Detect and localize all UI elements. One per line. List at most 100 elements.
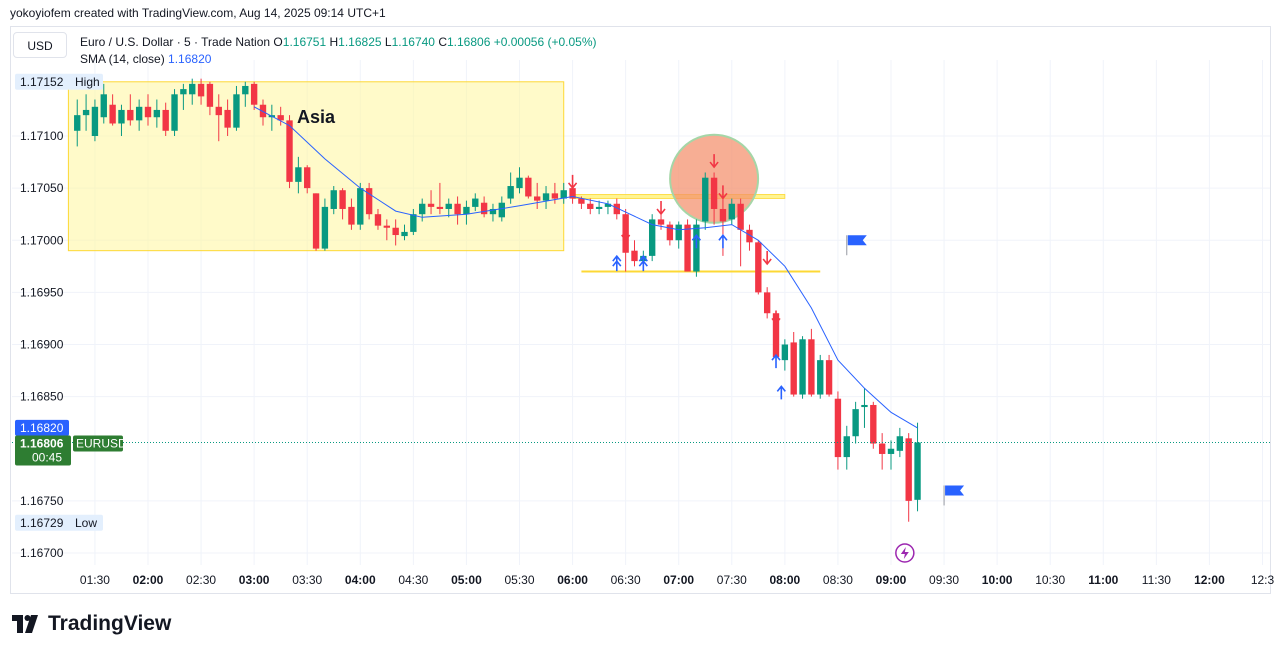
symbol-description[interactable]: Euro / U.S. Dollar · 5 · Trade Nation (80, 35, 271, 49)
time-tick-label: 11:00 (1088, 573, 1118, 587)
time-tick-label: 02:00 (133, 573, 164, 587)
currency-button[interactable]: USD (13, 32, 67, 58)
candle-body (383, 225, 391, 228)
candle (702, 172, 709, 230)
time-tick-label: 06:00 (557, 573, 588, 587)
candle (728, 198, 735, 225)
candle-body (321, 206, 329, 249)
candle (321, 198, 329, 251)
time-tick-label: 07:00 (663, 573, 694, 587)
candle-body (215, 106, 222, 116)
time-tick-label: 05:00 (451, 573, 482, 587)
candle-body (127, 109, 134, 121)
candle-body (463, 206, 470, 215)
candle-body (189, 83, 196, 95)
candle (781, 339, 789, 371)
symbol-legend: Euro / U.S. Dollar · 5 · Trade Nation O1… (80, 35, 596, 49)
candle (755, 240, 762, 295)
legend-low-label: L (384, 35, 392, 49)
candle (197, 78, 205, 105)
candle (852, 401, 859, 444)
candle (206, 81, 214, 116)
candle (357, 182, 364, 230)
candle-body (242, 85, 249, 95)
candle-body (728, 203, 735, 220)
candle (480, 196, 488, 218)
candle-body (109, 104, 116, 124)
candle-body (578, 198, 585, 204)
candle (551, 182, 559, 204)
high-value: 1.17152 (20, 75, 64, 89)
sell-arrow-icon (567, 174, 578, 190)
candle-body (330, 190, 337, 209)
flag-icon (943, 485, 965, 506)
legend-open: 1.16751 (282, 35, 327, 49)
candle-body (427, 203, 435, 207)
candle-body (560, 190, 567, 199)
legend-low: 1.16740 (391, 35, 435, 49)
sma-legend-label[interactable]: SMA (14, close) (80, 52, 165, 66)
candle-body (436, 206, 444, 209)
candle-body (180, 89, 187, 95)
candle (737, 198, 744, 267)
candle (189, 78, 196, 105)
candle-body (631, 250, 638, 262)
candle (127, 94, 134, 126)
time-tick-label: 09:00 (876, 573, 907, 587)
candle (825, 354, 833, 397)
candle (472, 193, 479, 212)
candle (808, 328, 815, 397)
candle (233, 85, 240, 131)
candle (613, 198, 620, 220)
price-tick-label: 1.17100 (20, 129, 64, 143)
candle (914, 422, 921, 512)
time-tick-label: 02:30 (186, 573, 216, 587)
candle (799, 336, 806, 399)
lightning-bolt (900, 547, 909, 559)
candle-body (339, 190, 346, 209)
symbol-badge-label: EURUSD (76, 436, 127, 450)
candle-body (852, 409, 859, 437)
low-badge (15, 514, 103, 531)
candle (675, 221, 682, 249)
candle-body (684, 224, 691, 272)
asia-zone-label: Asia (297, 107, 336, 127)
candle-body (905, 438, 912, 501)
chart-annotations-back: Asia (67, 81, 821, 273)
candle (250, 81, 258, 110)
candle (118, 104, 125, 136)
candle (560, 182, 567, 204)
candle (878, 433, 886, 470)
candle-body (790, 342, 797, 395)
sma-price-value: 1.16820 (20, 421, 64, 435)
candle (604, 200, 612, 215)
low-label: Low (75, 516, 97, 530)
candle-body (542, 193, 550, 201)
sma-price-badge (15, 419, 69, 436)
sma-legend-value: 1.16820 (168, 52, 212, 66)
time-tick-label: 07:30 (717, 573, 747, 587)
candle-body (825, 360, 833, 395)
candle-body (772, 313, 780, 358)
candle-body (277, 115, 284, 121)
footer-brand[interactable]: TradingView (12, 612, 171, 636)
candle (525, 175, 532, 199)
candle-body (781, 344, 789, 361)
candle (834, 391, 842, 470)
candle (684, 219, 691, 272)
buy-arrow-icon (718, 233, 728, 249)
candle-body (870, 404, 877, 444)
candle (631, 240, 638, 267)
candle (348, 198, 355, 230)
candle-body (702, 177, 709, 222)
sell-arrow-icon (762, 251, 772, 266)
low-value: 1.16729 (20, 516, 64, 530)
candle (896, 427, 904, 458)
time-tick-label: 09:30 (929, 573, 959, 587)
candle-body (710, 177, 718, 209)
candle-body (525, 177, 532, 197)
candle-body (250, 83, 258, 105)
candle (162, 102, 169, 136)
sell-arrow-icon (621, 227, 631, 242)
